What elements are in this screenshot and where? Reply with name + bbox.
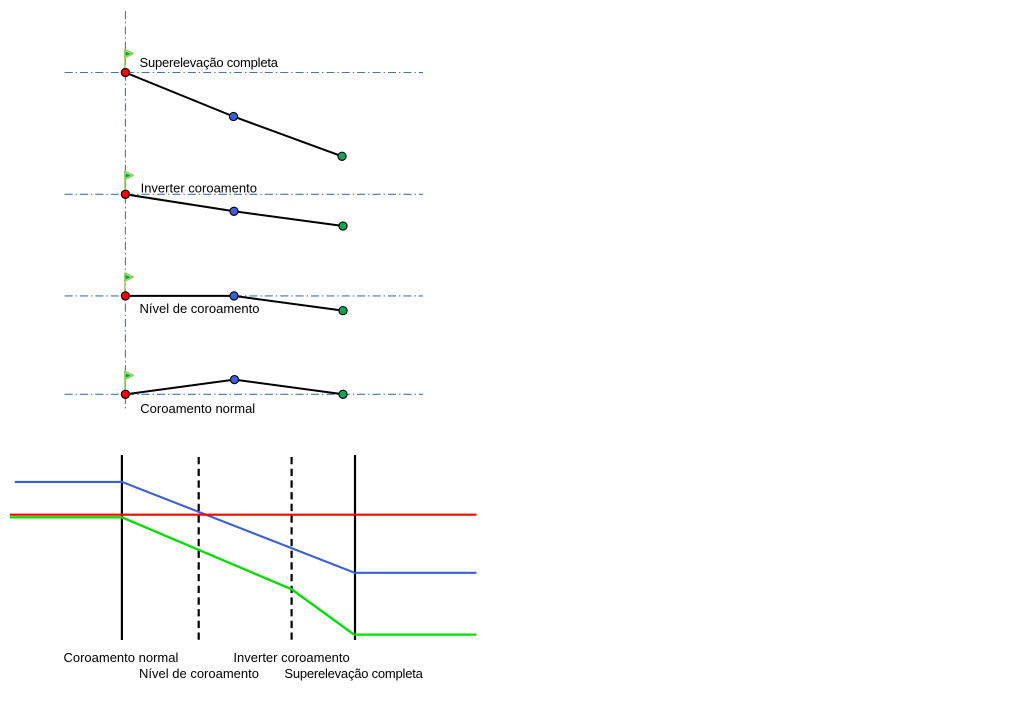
svg-text:Nível de coroamento: Nível de coroamento xyxy=(139,666,259,681)
svg-text:Coroamento normal: Coroamento normal xyxy=(140,401,255,416)
svg-text:Superelevação completa: Superelevação completa xyxy=(284,666,423,681)
svg-text:Inverter coroamento: Inverter coroamento xyxy=(233,650,349,665)
svg-text:Inverter coroamento: Inverter coroamento xyxy=(141,181,257,196)
svg-text:Coroamento normal: Coroamento normal xyxy=(63,650,178,665)
svg-text:Superelevação completa: Superelevação completa xyxy=(140,55,279,70)
svg-text:Nível de coroamento: Nível de coroamento xyxy=(140,301,260,316)
